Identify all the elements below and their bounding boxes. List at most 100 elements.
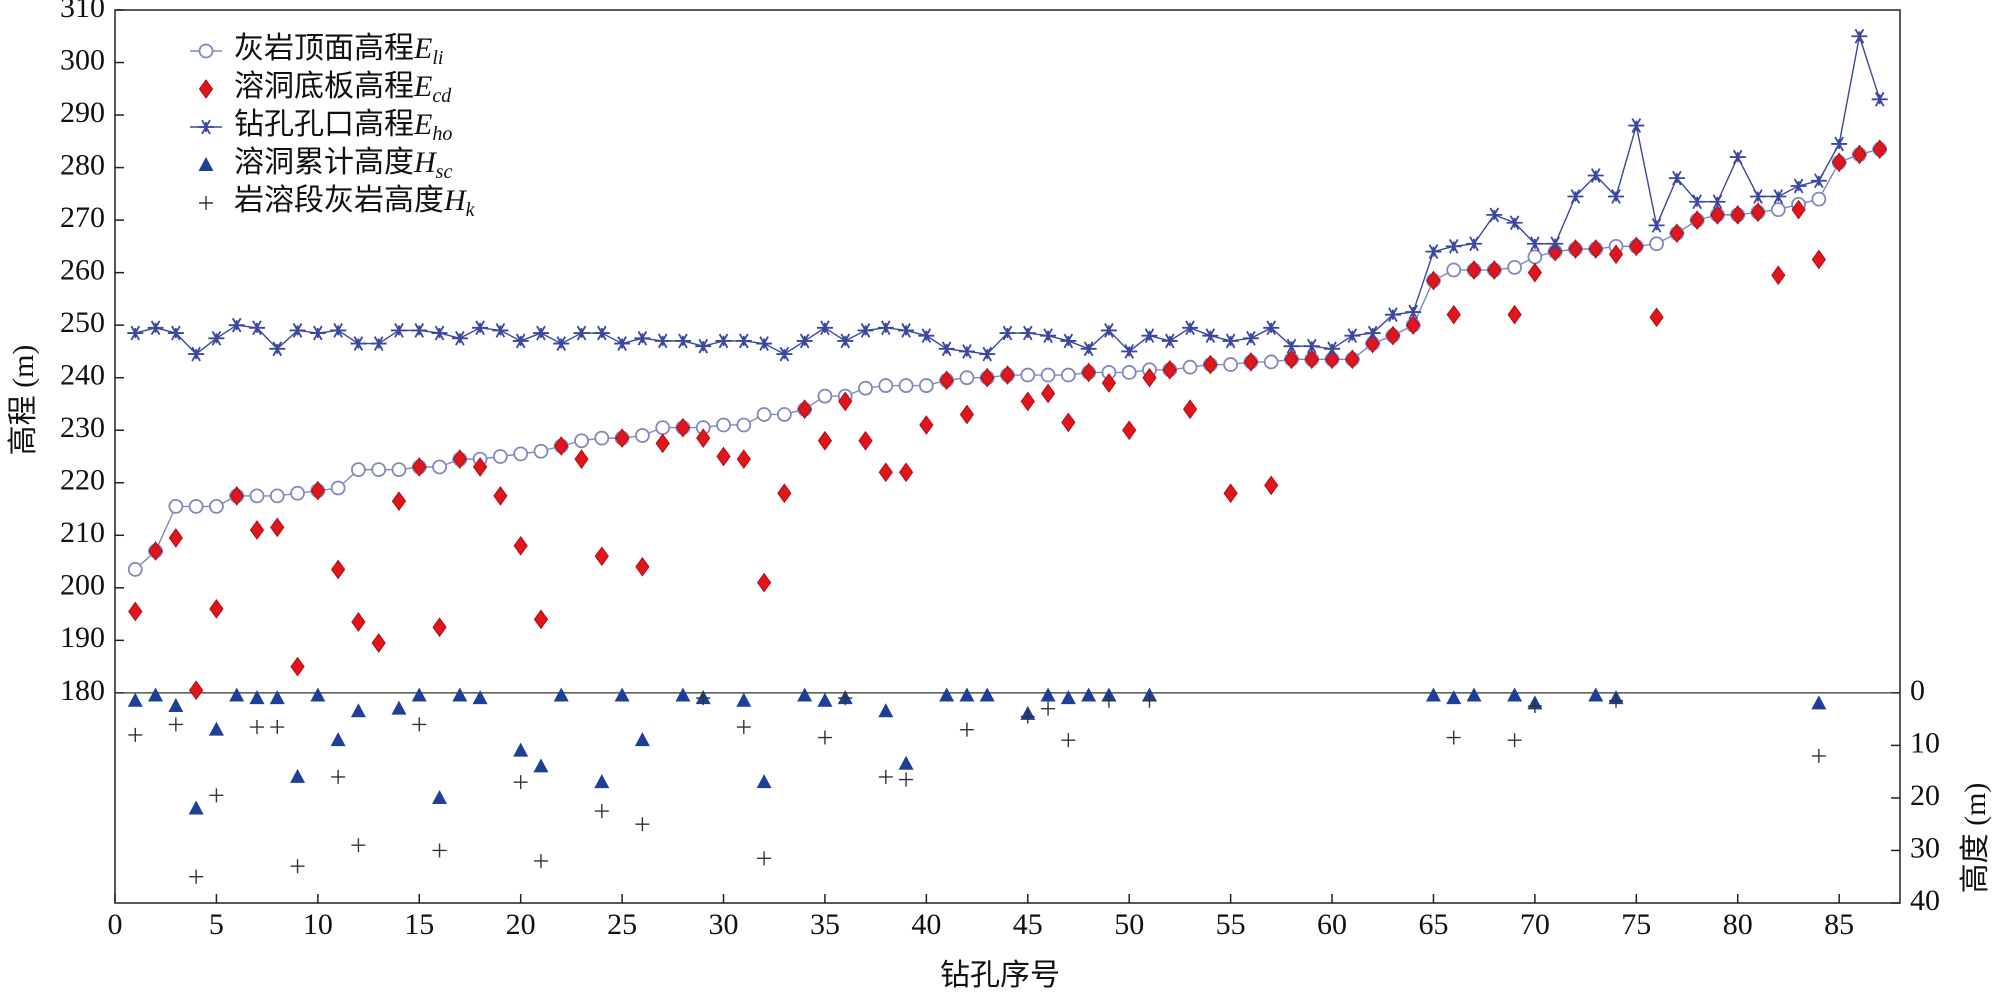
diamond-marker (1750, 202, 1766, 223)
star-marker (208, 330, 225, 346)
diamond-marker (1182, 399, 1198, 420)
plus-marker (199, 196, 213, 210)
triangle-marker (269, 690, 285, 705)
diamond-marker (1000, 365, 1015, 385)
x-tick-label: 65 (1418, 908, 1448, 941)
star-marker (1871, 91, 1888, 107)
plus-marker (1527, 699, 1542, 714)
star-marker (1283, 338, 1300, 354)
triangle-marker (208, 721, 224, 736)
plus-marker (1142, 693, 1157, 708)
plus-marker (1101, 693, 1116, 708)
triangle-marker (330, 732, 346, 747)
triangle-marker (513, 742, 529, 757)
star-marker (634, 330, 651, 346)
star-marker (674, 333, 691, 349)
triangle-marker (594, 774, 610, 789)
star-marker (1141, 328, 1158, 344)
diamond-marker (1040, 383, 1056, 404)
diamond-marker (1304, 349, 1319, 370)
circle-marker (817, 388, 833, 404)
diamond-marker (655, 433, 670, 454)
legend-symbol: E (413, 108, 432, 141)
star-marker (512, 333, 529, 349)
circle-marker (1020, 367, 1036, 383)
diamond-marker (614, 428, 630, 448)
circle-marker (198, 43, 214, 59)
star-marker (309, 325, 326, 341)
y-tick-label: 220 (60, 464, 105, 497)
triangle-marker (797, 687, 813, 702)
diamond-marker (817, 430, 833, 451)
x-tick-label: 20 (506, 908, 536, 941)
diamond-marker (1730, 205, 1745, 225)
diamond-marker (574, 449, 589, 469)
diamond-marker (270, 517, 285, 538)
diamond-marker (1385, 325, 1401, 346)
star-marker (877, 320, 894, 336)
y2-tick-label: 20 (1910, 779, 1940, 812)
star-marker (1182, 320, 1199, 336)
diamond-marker (1122, 420, 1137, 441)
circle-marker (756, 407, 772, 422)
plus-marker (1041, 701, 1056, 716)
y-tick-label: 230 (60, 411, 105, 444)
diamond-marker (1487, 260, 1502, 280)
circle-marker (634, 428, 650, 443)
circle-marker (290, 485, 305, 501)
triangle-marker (959, 687, 975, 702)
x-tick-label: 60 (1317, 908, 1347, 941)
plus-marker (331, 769, 346, 784)
x-tick-label: 45 (1013, 908, 1043, 941)
diamond-marker (198, 79, 214, 99)
y2-tick-label: 40 (1910, 884, 1940, 917)
circle-marker (918, 378, 934, 393)
diamond-marker (675, 417, 691, 438)
triangle-marker (1466, 687, 1482, 702)
diamond-marker (1629, 236, 1644, 257)
star-marker (614, 336, 631, 351)
plus-marker (1061, 733, 1076, 748)
star-marker (188, 346, 205, 362)
x-tick-label: 85 (1824, 908, 1854, 941)
star-marker (1263, 320, 1280, 336)
circle-marker (878, 378, 894, 393)
star-marker (1628, 118, 1645, 133)
legend-label: 溶洞累计高度Hsc (234, 146, 452, 183)
star-marker (1080, 341, 1097, 357)
plus-marker (696, 691, 711, 706)
plus-marker (351, 838, 366, 853)
y-tick-label: 300 (60, 43, 105, 76)
triangle-marker (148, 687, 164, 702)
star-marker (1648, 217, 1665, 233)
diamond-marker (594, 546, 609, 567)
plus-marker (757, 851, 772, 866)
circle-marker (716, 417, 731, 433)
diamond-marker (249, 520, 265, 540)
y-tick-label: 290 (60, 96, 105, 129)
diamond-marker (1061, 412, 1076, 433)
star-marker (1567, 189, 1584, 204)
diamond-marker (148, 541, 163, 561)
triangle-marker (634, 732, 650, 747)
circle-marker (1040, 367, 1056, 383)
diamond-marker (168, 528, 183, 548)
plus-marker (209, 788, 224, 803)
star-marker (492, 323, 509, 338)
star-marker (695, 338, 712, 354)
star-marker (1303, 338, 1320, 354)
plus-marker (412, 717, 427, 732)
legend-label: 岩溶段灰岩高度Hk (234, 184, 476, 221)
y-tick-label: 190 (60, 621, 105, 654)
triangle-marker (1060, 690, 1076, 705)
diamond-marker (1446, 304, 1461, 325)
star-marker (715, 333, 732, 349)
circle-marker (959, 370, 975, 386)
triangle-marker (452, 687, 468, 702)
star-marker (1709, 194, 1726, 210)
plus-marker (128, 727, 143, 742)
circle-marker (330, 480, 346, 496)
y2-tick-label: 30 (1910, 831, 1940, 864)
plus-marker (1811, 748, 1826, 763)
circle-marker (533, 443, 549, 459)
